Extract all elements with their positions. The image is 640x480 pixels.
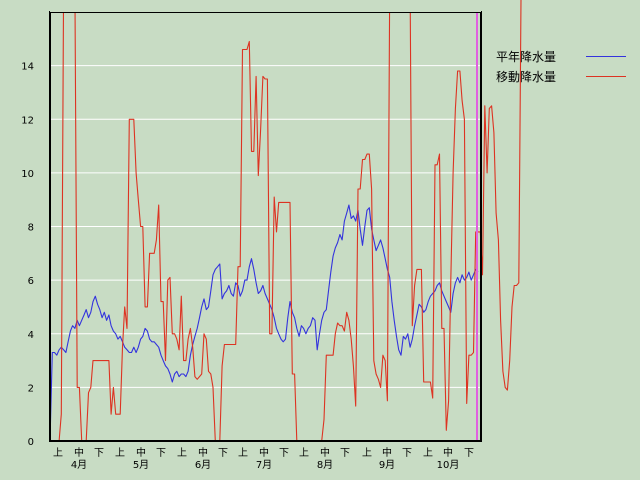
legend-item-normal: 平年降水量 [496, 46, 626, 66]
y-tick-label: 4 [28, 330, 34, 341]
legend-swatch-moving [586, 75, 626, 77]
series-lines [49, 0, 522, 442]
x-tick-period: 下 [94, 448, 104, 459]
x-tick-period: 下 [340, 448, 350, 459]
x-tick-period: 下 [464, 448, 474, 459]
series-line-normal [49, 204, 479, 442]
x-tick-period: 上 [177, 447, 187, 459]
y-tick-label: 10 [21, 169, 34, 180]
legend-swatch-normal [586, 55, 626, 57]
y-tick-label: 2 [28, 383, 34, 394]
gridlines [50, 65, 481, 442]
x-tick-period: 中 [382, 446, 392, 459]
x-tick-period: 中 [198, 446, 208, 459]
x-tick-month: 4月 [71, 459, 87, 471]
y-tick-label: 14 [21, 62, 34, 73]
x-tick-period: 下 [156, 448, 166, 459]
x-tick-period: 上 [423, 447, 433, 459]
x-tick-period: 上 [299, 447, 309, 459]
x-tick-period: 下 [218, 448, 228, 459]
x-tick-period: 上 [362, 447, 372, 459]
y-tick-label: 0 [28, 437, 34, 448]
x-tick-period: 上 [238, 447, 248, 459]
x-tick-period: 下 [402, 448, 412, 459]
y-axis-ticks: 0 2 4 6 8 10 12 14 [21, 62, 34, 448]
x-tick-period: 中 [443, 446, 453, 459]
x-tick-month: 9月 [379, 459, 395, 471]
y-tick-label: 12 [21, 115, 34, 126]
series-line-moving [50, 0, 522, 442]
x-tick-period: 中 [136, 446, 146, 459]
legend: 平年降水量 移動降水量 [496, 46, 626, 86]
x-tick-period: 上 [53, 447, 63, 459]
x-tick-period: 上 [115, 447, 125, 459]
top-mask [50, 0, 481, 12]
x-axis-ticks: 上中下上中下上中下上中下上中下上中下上中下4月 5月 6月 7月 8月 9月 10月 [53, 446, 474, 471]
y-tick-label: 8 [28, 223, 34, 234]
x-tick-month: 8月 [317, 459, 333, 471]
x-tick-month: 7月 [256, 459, 272, 471]
x-tick-month: 5月 [133, 459, 149, 471]
legend-label-normal: 平年降水量 [496, 49, 557, 64]
x-tick-month: 6月 [195, 459, 211, 471]
x-tick-period: 中 [74, 446, 84, 459]
x-tick-period: 中 [320, 446, 330, 459]
x-tick-month: 10月 [437, 459, 460, 471]
x-tick-period: 下 [279, 448, 289, 459]
legend-label-moving: 移動降水量 [496, 69, 557, 84]
legend-item-moving: 移動降水量 [496, 66, 626, 86]
y-tick-label: 6 [28, 276, 34, 287]
x-tick-period: 中 [259, 446, 269, 459]
